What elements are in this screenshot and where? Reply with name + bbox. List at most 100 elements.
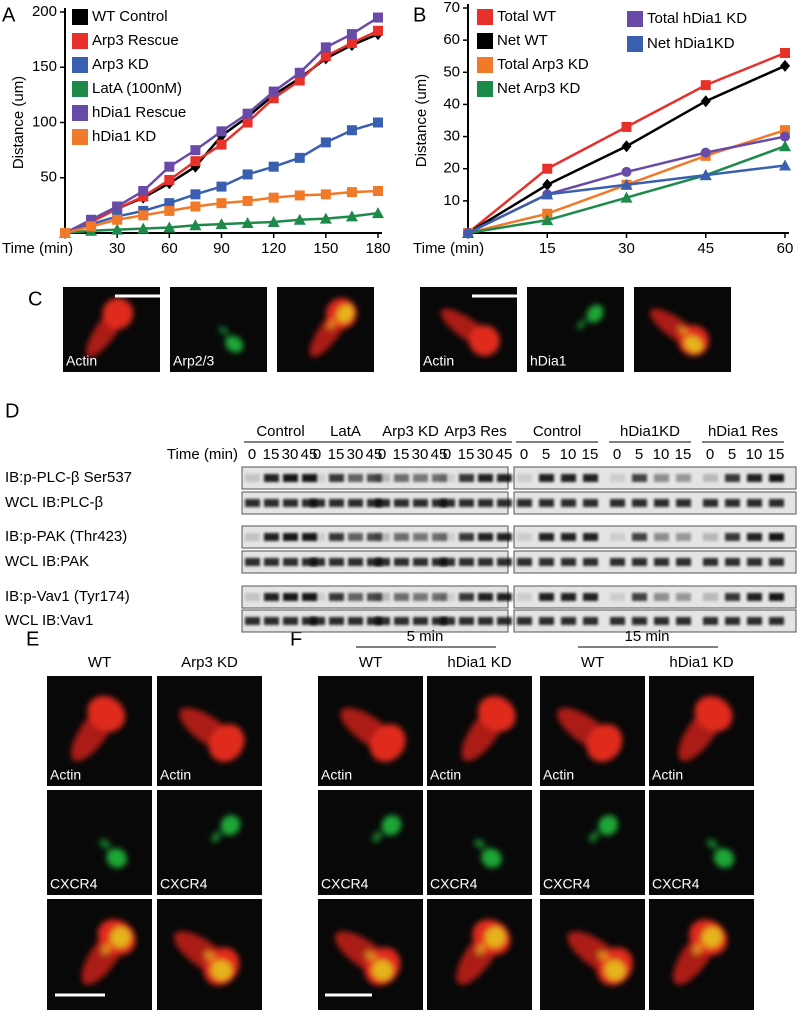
micrograph	[527, 287, 624, 372]
marker	[268, 192, 279, 203]
blot-band	[539, 499, 554, 507]
marker	[163, 221, 176, 233]
cell-spot	[218, 326, 229, 335]
row-label: WCL IB:Vav1	[5, 612, 93, 629]
marker	[542, 178, 553, 191]
blot-band	[769, 474, 784, 482]
y-tick-label: 60	[443, 31, 460, 48]
micrograph	[318, 899, 423, 1010]
blot-band	[329, 533, 344, 541]
marker	[621, 166, 632, 177]
cell	[335, 931, 401, 986]
blot-band	[310, 499, 325, 507]
micrograph	[170, 287, 267, 372]
marker	[700, 80, 711, 91]
marker	[346, 37, 357, 48]
time-label: 45	[366, 446, 383, 463]
image-label: CXCR4	[652, 876, 700, 892]
marker	[320, 51, 331, 62]
blot-band	[725, 593, 740, 601]
panel-letter: E	[26, 628, 39, 650]
blot-band	[367, 499, 382, 507]
blot-band	[539, 558, 554, 566]
blot-band	[283, 533, 298, 541]
group-label: hDia1KD	[620, 423, 680, 440]
marker	[268, 86, 279, 97]
marker	[345, 210, 358, 222]
marker	[112, 214, 123, 225]
blot-band	[676, 558, 691, 566]
legend-label: hDia1 Rescue	[92, 104, 186, 121]
marker	[138, 210, 149, 221]
y-tick-label: 50	[443, 63, 460, 80]
blot-band	[583, 474, 598, 482]
image-label: CXCR4	[543, 876, 591, 892]
blot-band	[302, 533, 317, 541]
blot-band	[264, 558, 279, 566]
legend-swatch	[627, 11, 643, 27]
cell	[474, 838, 502, 869]
marker	[541, 188, 554, 200]
micrograph	[427, 899, 532, 1010]
blot-band	[497, 558, 512, 566]
blot-band	[583, 593, 598, 601]
micrograph	[47, 899, 152, 1010]
marker	[242, 169, 253, 180]
blot-band	[440, 474, 455, 482]
blot-band	[310, 617, 325, 625]
blot-band	[703, 558, 718, 566]
marker	[294, 152, 305, 163]
micrograph-bg	[649, 790, 754, 895]
micrograph	[634, 287, 731, 372]
marker	[267, 215, 280, 227]
group-label: Control	[533, 423, 581, 440]
blot-band	[413, 558, 428, 566]
time-label: 10	[746, 446, 763, 463]
blot-band	[747, 533, 762, 541]
y-tick-label: 200	[32, 3, 57, 20]
cell	[71, 695, 126, 762]
panel-letter: D	[5, 400, 19, 422]
legend-label: Total Arp3 KD	[497, 56, 589, 73]
cell-spot	[474, 838, 486, 849]
blot-band	[459, 499, 474, 507]
blot-band	[459, 593, 474, 601]
marker	[699, 169, 712, 181]
time-header: 15 min	[624, 628, 669, 645]
time-label: 30	[282, 446, 299, 463]
blot-band	[654, 499, 669, 507]
legend-swatch	[477, 33, 493, 49]
cell-spot	[713, 848, 735, 869]
image-label: Actin	[160, 767, 191, 783]
blot-band	[703, 474, 718, 482]
column-label: WT	[88, 654, 111, 671]
cell-spot	[106, 848, 127, 869]
marker	[242, 108, 253, 119]
blot-band	[348, 533, 363, 541]
row-label: IB:p-PLC-β Ser537	[5, 469, 132, 486]
blot-band	[610, 499, 625, 507]
cell-head	[694, 695, 733, 732]
marker	[190, 189, 201, 200]
blot-band	[375, 499, 390, 507]
blot-band	[394, 499, 409, 507]
cell-spot	[220, 815, 241, 836]
blot-band	[394, 617, 409, 625]
blot-band	[725, 558, 740, 566]
panel-letter: C	[28, 288, 42, 310]
blot-band	[610, 558, 625, 566]
micrograph	[540, 899, 645, 1010]
blot-band	[367, 558, 382, 566]
time-label: 0	[706, 446, 714, 463]
marker	[373, 186, 383, 197]
blot-band	[654, 593, 669, 601]
blot-band	[348, 499, 363, 507]
blot-band	[413, 593, 428, 601]
blot-band	[440, 593, 455, 601]
blot-band	[459, 558, 474, 566]
blot-band	[610, 533, 625, 541]
blot-band	[654, 474, 669, 482]
column-label: hDia1 KD	[669, 654, 733, 671]
micrograph	[47, 676, 152, 786]
cell-spot	[485, 926, 506, 948]
